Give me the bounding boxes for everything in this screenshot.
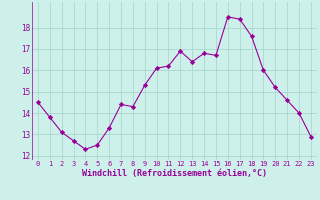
X-axis label: Windchill (Refroidissement éolien,°C): Windchill (Refroidissement éolien,°C) <box>82 169 267 178</box>
